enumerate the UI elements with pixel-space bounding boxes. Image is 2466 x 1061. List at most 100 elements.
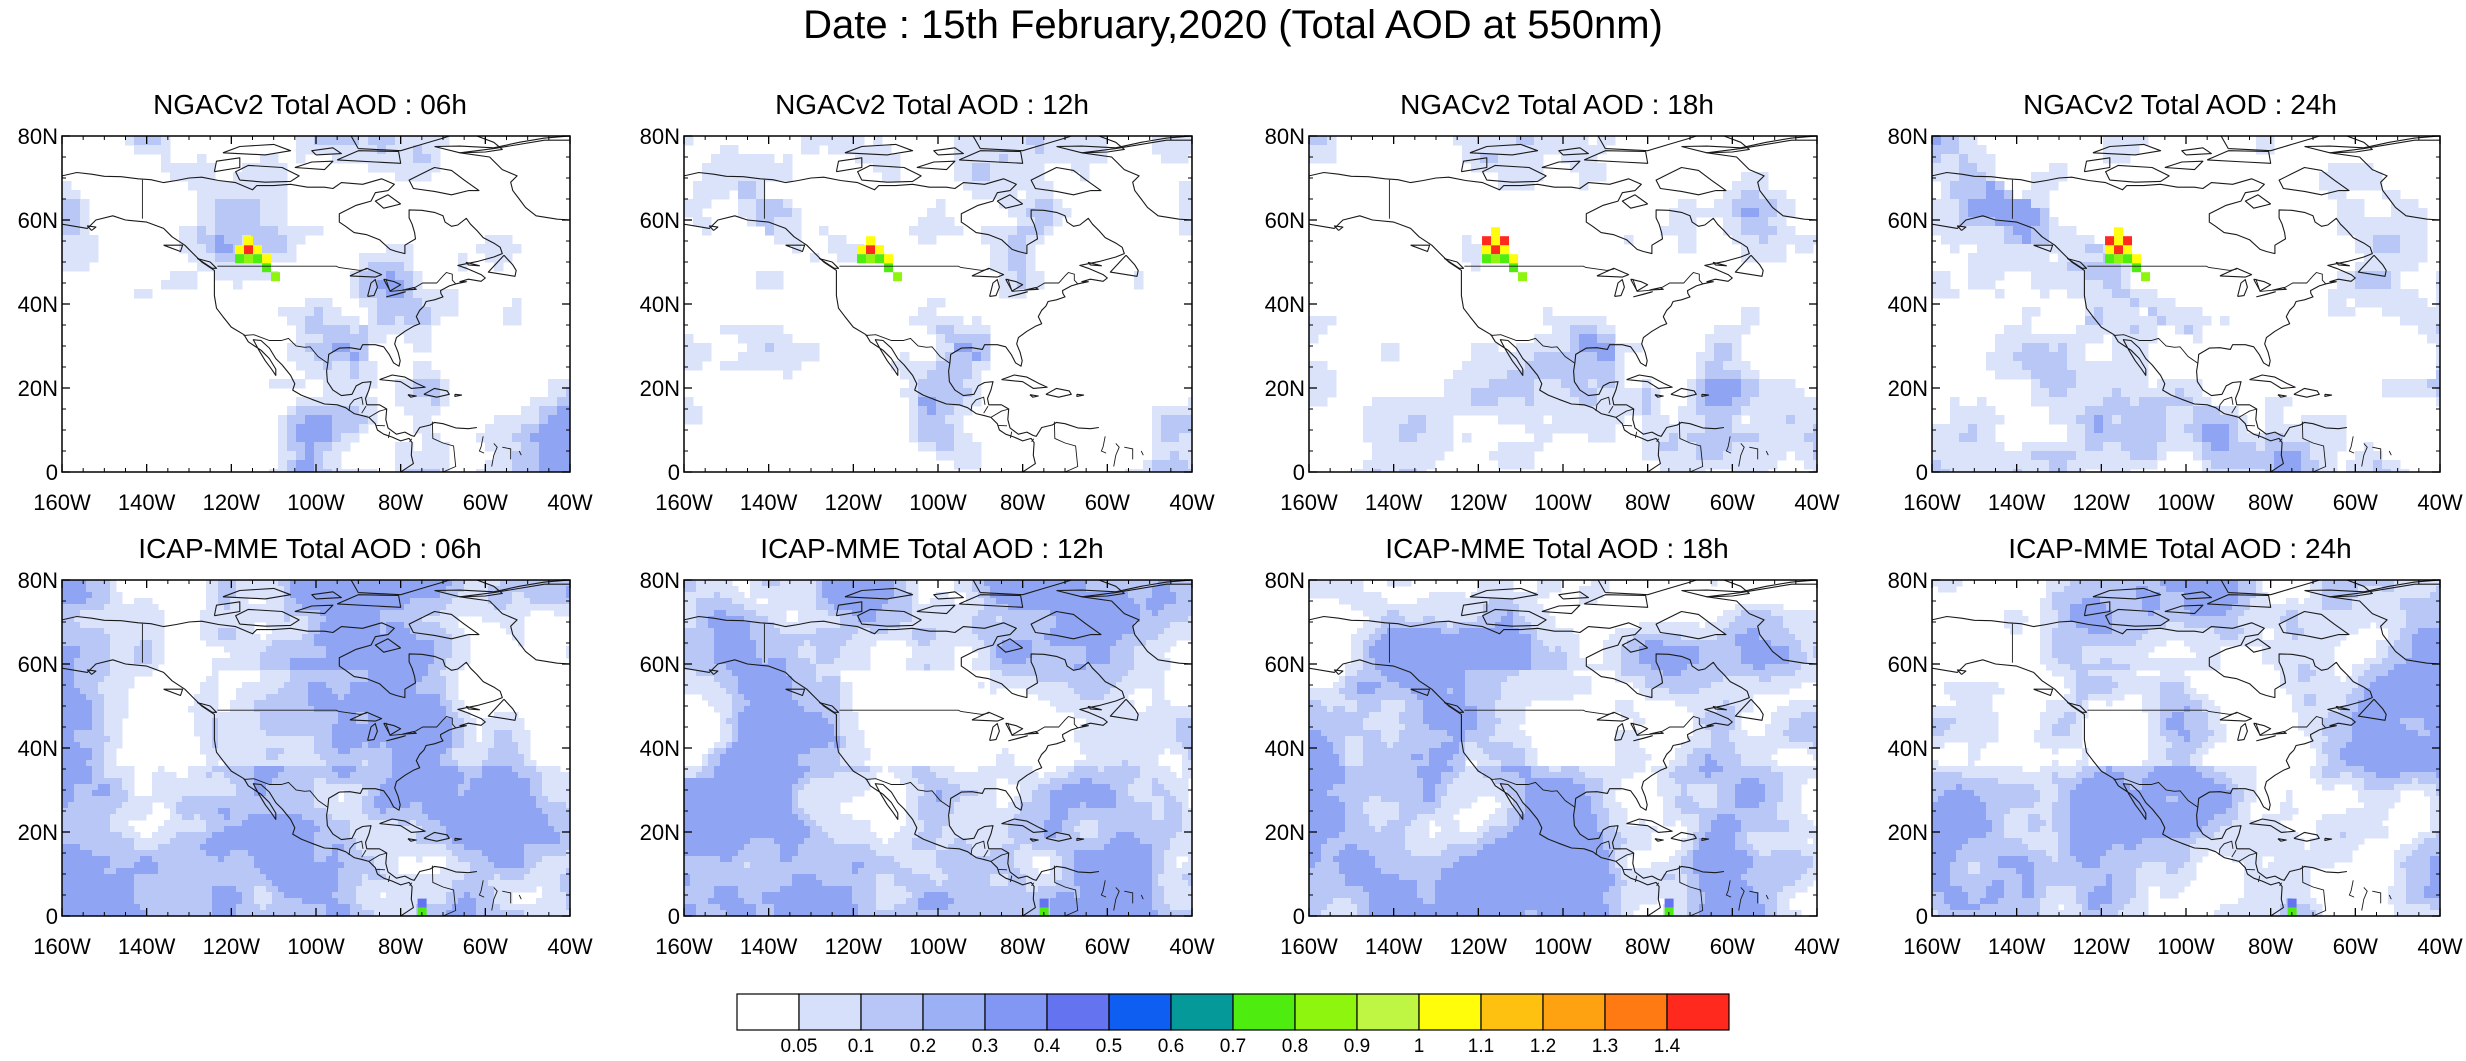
lon-tick-label: 60W xyxy=(1085,934,1130,959)
lon-tick-label: 40W xyxy=(547,934,592,959)
lon-tick-label: 100W xyxy=(909,490,967,515)
lon-tick-label: 60W xyxy=(463,934,508,959)
lon-tick-label: 100W xyxy=(287,934,345,959)
lat-tick-label: 20N xyxy=(1265,820,1305,845)
lat-tick-label: 20N xyxy=(18,820,58,845)
lat-tick-label: 60N xyxy=(1265,208,1305,233)
lon-tick-label: 100W xyxy=(1534,934,1592,959)
lon-tick-label: 140W xyxy=(1988,490,2046,515)
lon-tick-label: 60W xyxy=(2333,934,2378,959)
lon-tick-label: 140W xyxy=(740,934,798,959)
lon-tick-label: 140W xyxy=(1365,934,1423,959)
lat-tick-label: 0 xyxy=(46,904,58,929)
lon-tick-label: 100W xyxy=(909,934,967,959)
lon-tick-label: 80W xyxy=(1625,934,1670,959)
lon-tick-label: 80W xyxy=(378,490,423,515)
colorbar-label: 0.5 xyxy=(1096,1036,1122,1056)
lat-tick-label: 40N xyxy=(18,736,58,761)
colorbar-swatch xyxy=(1605,994,1667,1030)
colorbar-swatch xyxy=(1109,994,1171,1030)
lon-tick-label: 140W xyxy=(118,934,176,959)
lon-tick-label: 160W xyxy=(655,490,713,515)
lat-tick-label: 0 xyxy=(46,460,58,485)
lon-tick-label: 40W xyxy=(1794,934,1839,959)
lon-tick-label: 40W xyxy=(2417,934,2462,959)
figure-title: Date : 15th February,2020 (Total AOD at … xyxy=(0,2,2466,48)
colorbar-label: 0.7 xyxy=(1220,1036,1246,1056)
lat-tick-label: 0 xyxy=(1293,460,1305,485)
colorbar-swatch xyxy=(861,994,923,1030)
lat-tick-label: 60N xyxy=(1888,652,1928,677)
lon-tick-label: 120W xyxy=(1450,934,1508,959)
colorbar-swatch xyxy=(1047,994,1109,1030)
lon-tick-label: 140W xyxy=(1365,490,1423,515)
lon-tick-label: 120W xyxy=(825,490,883,515)
colorbar-swatch xyxy=(1357,994,1419,1030)
lat-tick-label: 80N xyxy=(1265,568,1305,593)
colorbar-label: 1.4 xyxy=(1654,1036,1681,1056)
colorbar-swatch xyxy=(1481,994,1543,1030)
lat-tick-label: 60N xyxy=(640,652,680,677)
lon-tick-label: 160W xyxy=(33,490,91,515)
colorbar-swatch xyxy=(923,994,985,1030)
lat-tick-label: 40N xyxy=(1888,292,1928,317)
lat-tick-label: 40N xyxy=(1265,292,1305,317)
lat-tick-label: 80N xyxy=(1888,124,1928,149)
colorbar-label: 0.2 xyxy=(910,1036,936,1056)
lon-tick-label: 120W xyxy=(203,490,261,515)
colorbar-label: 0.9 xyxy=(1344,1036,1370,1056)
colorbar-swatch xyxy=(1233,994,1295,1030)
colorbar-label: 1.1 xyxy=(1468,1036,1494,1056)
lon-tick-label: 160W xyxy=(1280,490,1338,515)
lon-tick-label: 60W xyxy=(2333,490,2378,515)
lat-tick-label: 0 xyxy=(668,904,680,929)
lat-tick-label: 60N xyxy=(640,208,680,233)
lat-tick-label: 0 xyxy=(1916,460,1928,485)
colorbar-label: 1.2 xyxy=(1530,1036,1556,1056)
colorbar-swatch xyxy=(737,994,799,1030)
lon-tick-label: 140W xyxy=(118,490,176,515)
lat-tick-label: 40N xyxy=(1265,736,1305,761)
lon-tick-label: 120W xyxy=(203,934,261,959)
lon-tick-label: 120W xyxy=(2073,934,2131,959)
colorbar-swatch xyxy=(1171,994,1233,1030)
lat-tick-label: 60N xyxy=(1888,208,1928,233)
lat-tick-label: 20N xyxy=(1888,376,1928,401)
lon-tick-label: 160W xyxy=(1903,490,1961,515)
lon-tick-label: 140W xyxy=(740,490,798,515)
lat-tick-label: 80N xyxy=(1265,124,1305,149)
colorbar-label: 0.6 xyxy=(1158,1036,1184,1056)
lat-tick-label: 40N xyxy=(640,292,680,317)
colorbar-label: 1 xyxy=(1414,1036,1425,1056)
lat-tick-label: 60N xyxy=(1265,652,1305,677)
lon-tick-label: 100W xyxy=(2157,490,2215,515)
lon-tick-label: 120W xyxy=(2073,490,2131,515)
lat-tick-label: 20N xyxy=(640,820,680,845)
lat-tick-label: 0 xyxy=(1293,904,1305,929)
lon-tick-label: 160W xyxy=(33,934,91,959)
colorbar-label: 0.8 xyxy=(1282,1036,1308,1056)
lat-tick-label: 40N xyxy=(1888,736,1928,761)
lat-tick-label: 80N xyxy=(1888,568,1928,593)
colorbar-label: 0.05 xyxy=(781,1036,818,1056)
lon-tick-label: 160W xyxy=(655,934,713,959)
lat-tick-label: 20N xyxy=(1265,376,1305,401)
lon-tick-label: 80W xyxy=(2248,490,2293,515)
lon-tick-label: 80W xyxy=(1625,490,1670,515)
lon-tick-label: 60W xyxy=(1085,490,1130,515)
lon-tick-label: 100W xyxy=(2157,934,2215,959)
lon-tick-label: 80W xyxy=(378,934,423,959)
colorbar-label: 1.3 xyxy=(1592,1036,1618,1056)
